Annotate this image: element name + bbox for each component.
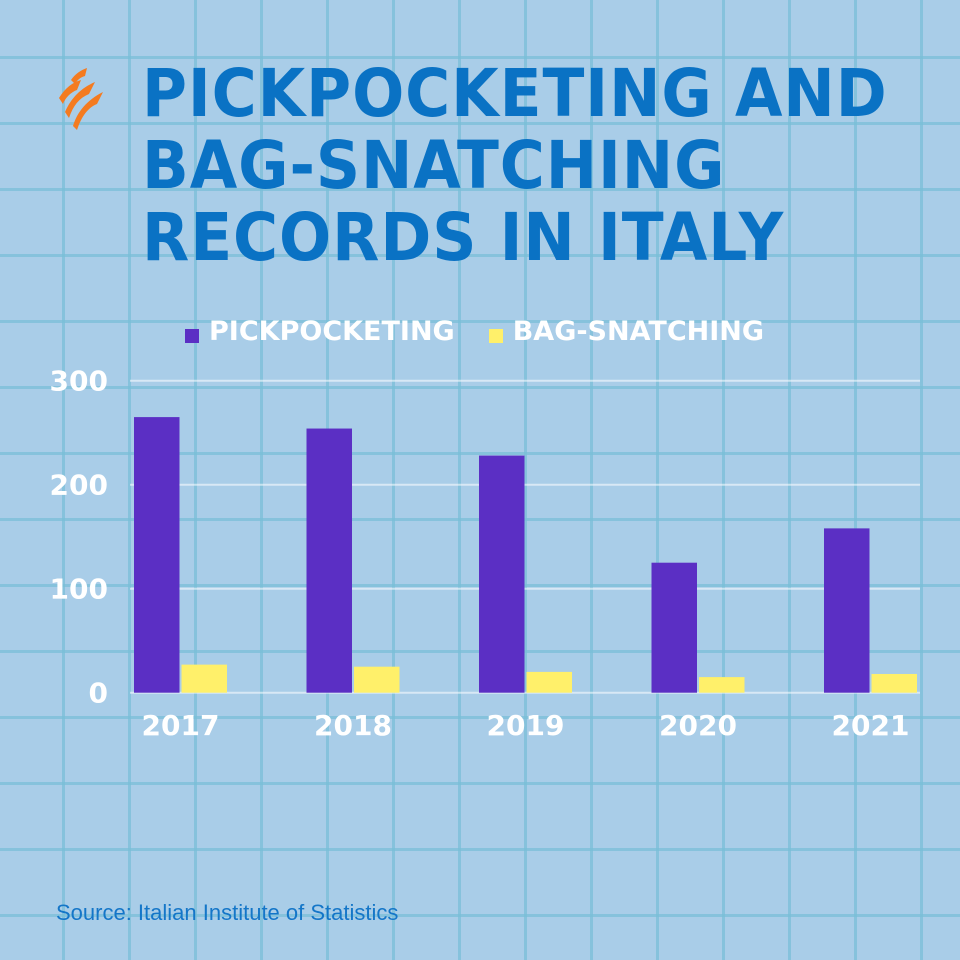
legend-item-bag-snatching: BAG-SNATCHING xyxy=(488,316,765,347)
page-title: PICKPOCKETING AND BAG-SNATCHING RECORDS … xyxy=(142,55,888,276)
source-note: Source: Italian Institute of Statistics xyxy=(56,900,399,925)
y-tick-label: 200 xyxy=(50,469,108,502)
bar-bag-snatching-2020 xyxy=(699,677,745,693)
bar-bag-snatching-2019 xyxy=(526,671,572,693)
bar-bag-snatching-2021 xyxy=(871,673,917,693)
chart-legend: PICKPOCKETING BAG-SNATCHING xyxy=(185,316,764,347)
bar-pickpocketing-2020 xyxy=(651,562,697,693)
bar-bag-snatching-2018 xyxy=(354,666,400,693)
x-tick-label: 2018 xyxy=(314,709,392,742)
bar-pickpocketing-2021 xyxy=(824,528,870,693)
legend-label-bag-snatching: BAG-SNATCHING xyxy=(512,316,765,347)
x-tick-label: 2019 xyxy=(487,709,565,742)
x-tick-label: 2017 xyxy=(142,709,220,742)
sbs-logo-icon xyxy=(59,68,103,130)
x-tick-label: 2020 xyxy=(659,709,737,742)
legend-label-pickpocketing: PICKPOCKETING xyxy=(209,316,455,347)
y-tick-label: 100 xyxy=(50,573,108,606)
y-tick-label: 300 xyxy=(50,365,108,398)
legend-swatch-bag-snatching xyxy=(488,328,503,343)
x-tick-label: 2021 xyxy=(832,709,910,742)
bar-pickpocketing-2019 xyxy=(479,455,525,693)
bar-pickpocketing-2017 xyxy=(134,417,180,693)
y-tick-label: 0 xyxy=(89,677,108,710)
bar-pickpocketing-2018 xyxy=(306,428,352,693)
legend-swatch-pickpocketing xyxy=(185,328,199,343)
bar-bag-snatching-2017 xyxy=(181,664,227,693)
legend-item-pickpocketing: PICKPOCKETING xyxy=(185,316,455,347)
